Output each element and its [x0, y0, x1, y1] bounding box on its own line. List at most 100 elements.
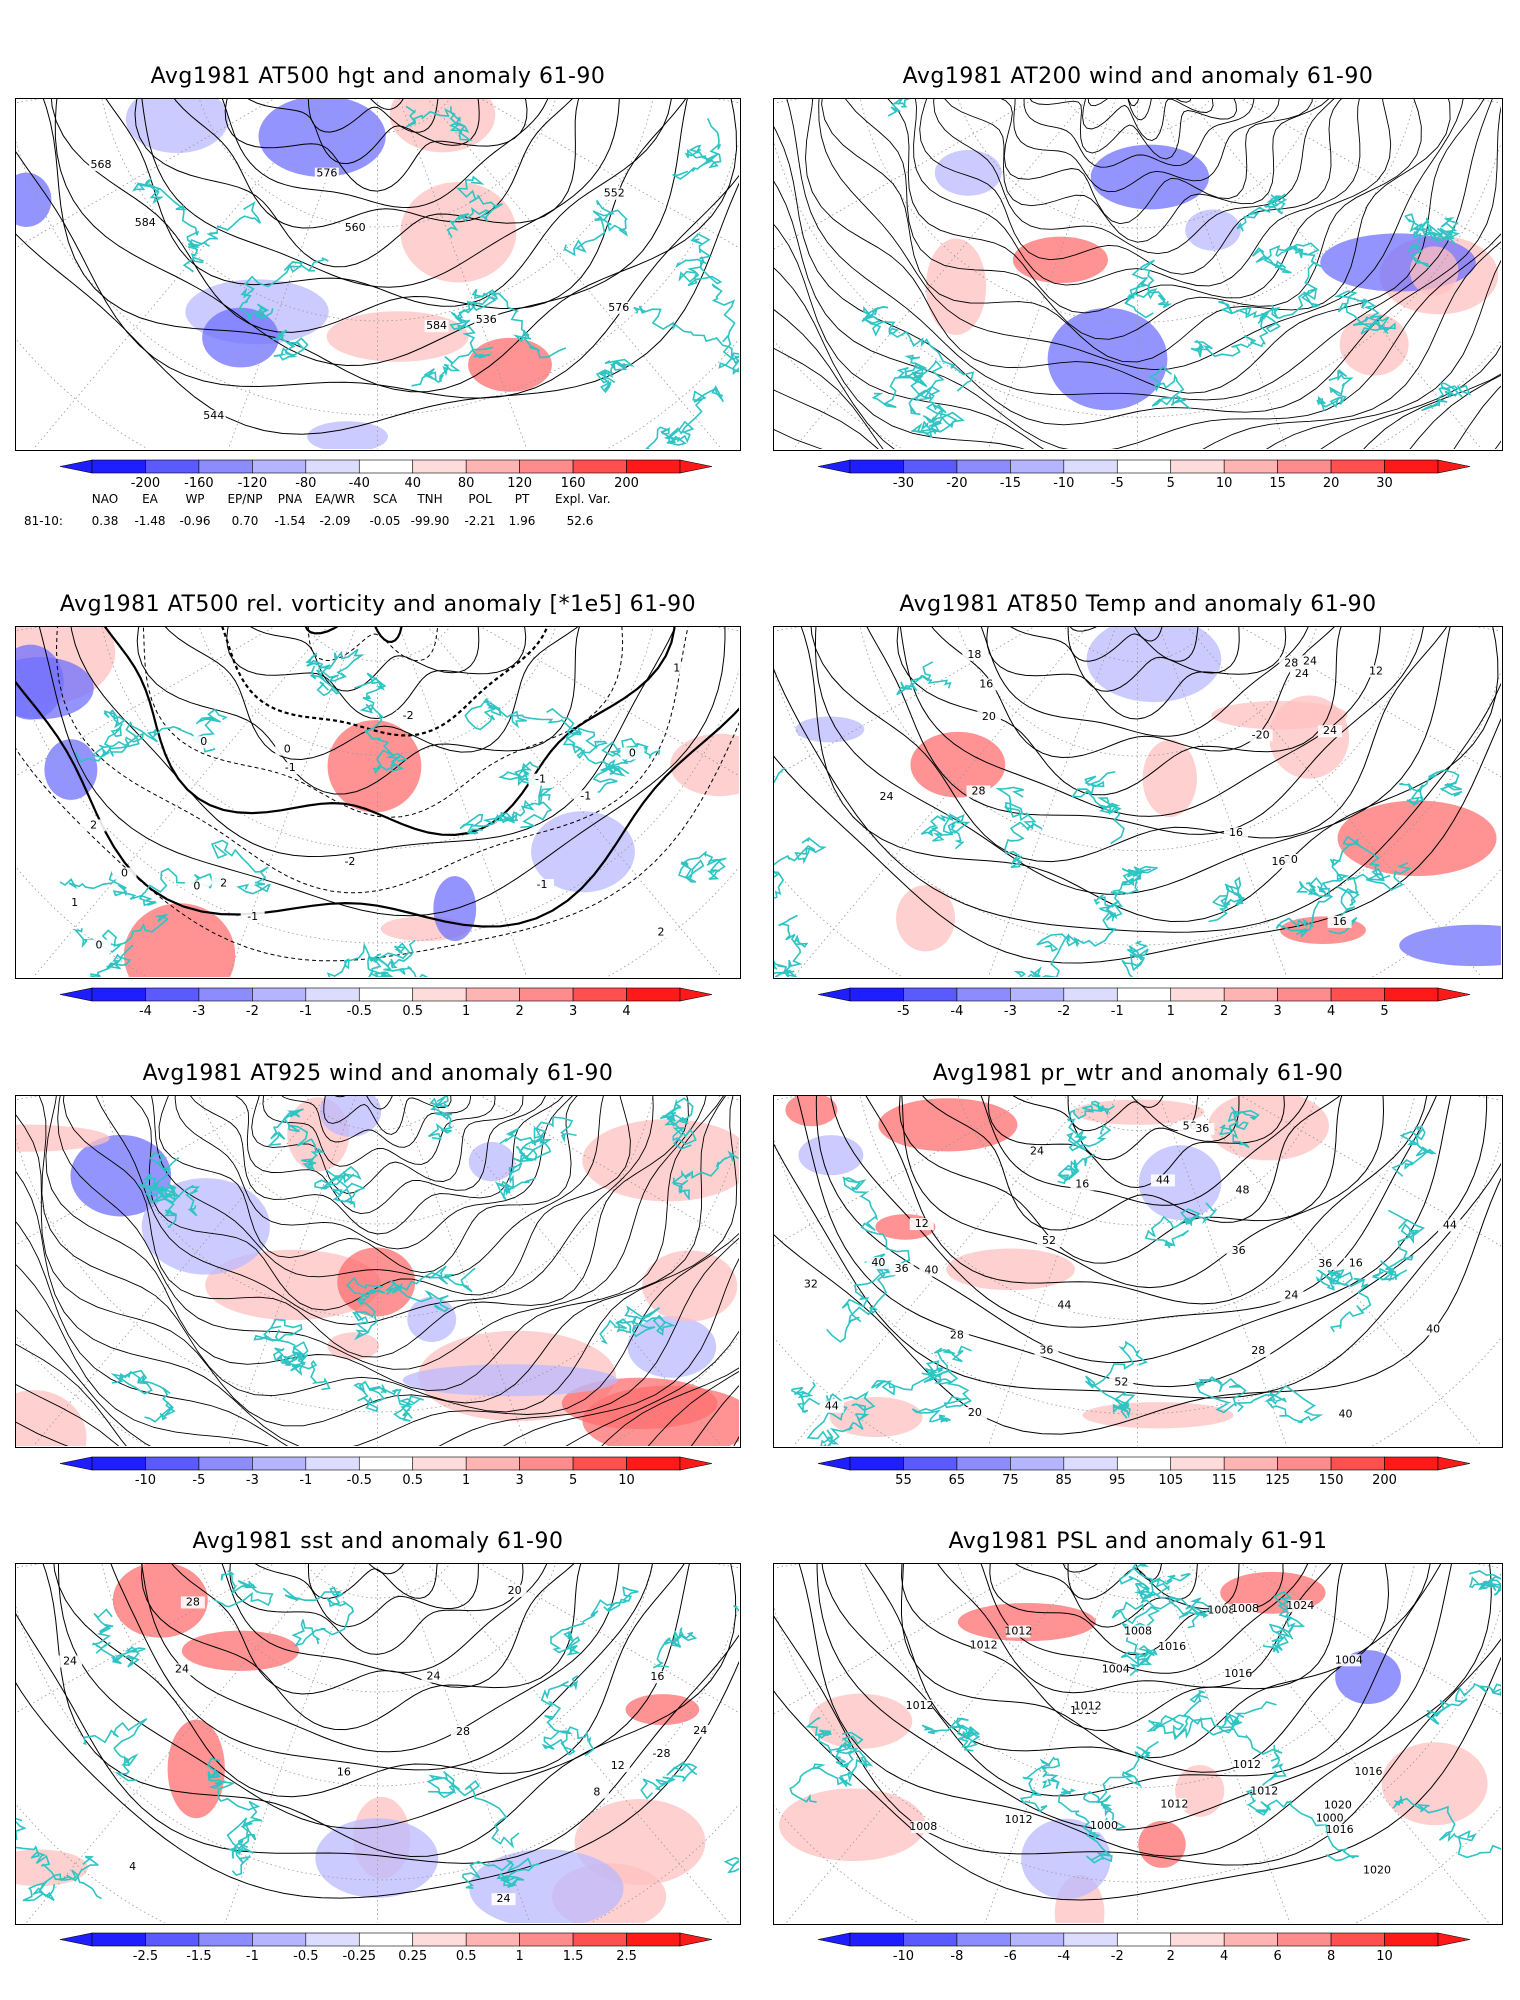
colorbar-tick-label: 200 [1372, 1473, 1397, 1488]
contour-label-bg [1313, 1257, 1338, 1270]
coastline [870, 1360, 954, 1396]
longitude-gridline [1137, 1564, 1501, 1788]
contour-label: -2 [344, 855, 355, 868]
colorbar-tick-label: 0.5 [402, 1004, 423, 1019]
contour-label: 1000 [1316, 1811, 1344, 1824]
longitude-gridline [774, 1564, 1138, 1788]
coastline [1056, 1153, 1095, 1185]
anomaly-negative-area [1090, 144, 1210, 210]
contour-label-bg [1232, 1603, 1257, 1616]
contour-line [899, 1096, 1385, 1289]
coastline [1316, 368, 1354, 412]
anomaly-positive-area [925, 238, 987, 335]
contour-label: 40 [1339, 1407, 1353, 1420]
contour-line [774, 627, 1501, 933]
colorbar-arrow-high [679, 459, 713, 474]
streamline [818, 99, 1466, 371]
index-value-row: 81-10: 0.38 -1.48 -0.96 0.70 -1.54 -2.09 -0.05… [0, 514, 760, 530]
anomaly-positive-area [910, 731, 1006, 798]
streamline [306, 1096, 450, 1110]
contour-label-bg [909, 1218, 934, 1231]
colorbar-swatch [626, 987, 681, 1002]
colorbar-arrow-low [59, 987, 93, 1002]
contour-label-bg [819, 1400, 844, 1413]
map-frame [15, 1095, 741, 1448]
contour-label: 16 [1272, 855, 1286, 868]
coastline [1251, 242, 1320, 274]
panel-title: Avg1981 AT500 hgt and anomaly 61-90 [150, 64, 606, 89]
longitude-gridline [774, 99, 1138, 323]
colorbar-tick-label: -4 [139, 1004, 152, 1019]
coastline [82, 1718, 148, 1782]
coastline [272, 1347, 331, 1391]
coastline [896, 661, 952, 696]
colorbar: -10 -8 -6 -4 -2 2 4 6 8 10 [817, 1931, 1471, 1971]
contour-line [967, 1564, 1314, 1674]
anomaly-negative-area [1021, 1818, 1111, 1900]
contour-label: 1012 [906, 1699, 934, 1712]
longitude-gridline [1137, 1096, 1501, 1320]
anomaly-positive-area [327, 720, 422, 813]
contour-label-bg [201, 410, 226, 423]
colorbar-swatch [412, 459, 467, 474]
coastline [346, 1276, 386, 1341]
anomaly-positive-area [561, 1377, 718, 1430]
contour-label-bg [605, 1760, 630, 1773]
coastline [1083, 1740, 1159, 1831]
contour-label: -2 [403, 709, 414, 722]
contour-label: 36 [1195, 1122, 1209, 1135]
colorbar-tick-label: 1.5 [563, 1949, 584, 1964]
contour-label-bg [191, 736, 216, 749]
index-value-cell: 1.96 [508, 514, 536, 528]
contour-label: 536 [476, 313, 497, 326]
contour-line [40, 1564, 737, 1858]
contour-line [1000, 1564, 1261, 1628]
contour-label-bg [491, 1893, 516, 1906]
contour-label: 2 [90, 818, 97, 831]
contour-line [16, 629, 739, 928]
contour-line [236, 627, 501, 692]
colorbar-swatch [1330, 1932, 1385, 1947]
contour-label-bg [573, 790, 598, 803]
streamline [200, 1096, 547, 1215]
panel-6: Avg1981 pr_wtr and anomaly 61-90 28 56 48 3… [773, 1057, 1503, 1488]
colorbar-swatch [465, 1932, 520, 1947]
coastline [1111, 1601, 1161, 1677]
contour-label: 1000 [1090, 1819, 1118, 1832]
contour-label-bg [1226, 1668, 1251, 1681]
coastline [385, 1265, 476, 1313]
coastline [1295, 835, 1391, 897]
contour-label-bg [649, 926, 674, 939]
contour-label-bg [1052, 1299, 1077, 1312]
coastline [1421, 382, 1472, 412]
contour-label: 0 [629, 746, 636, 759]
colorbar-swatch [1063, 459, 1118, 474]
colorbar-swatch [1116, 987, 1172, 1002]
coastline [446, 175, 503, 238]
anomaly-negative-area [469, 1849, 624, 1923]
colorbar-tick-label: 1 [462, 1473, 470, 1488]
contour-line [908, 1096, 1364, 1231]
contour-label: 44 [1443, 1219, 1457, 1232]
contour-label: 28 [456, 1725, 470, 1738]
contour-label-bg [1248, 729, 1273, 742]
coastline [373, 942, 435, 977]
colorbar-swatch [572, 1932, 627, 1947]
colorbar-tick-label: 0.25 [398, 1949, 427, 1964]
colorbar: 55 65 75 85 95 105 115 125 150 200 [817, 1455, 1471, 1495]
contour-line [796, 1564, 1492, 1857]
coastline [495, 1127, 537, 1201]
coastline [563, 200, 628, 257]
map-frame [773, 98, 1503, 451]
contour-label-bg [1288, 1600, 1313, 1613]
contour-label-bg [451, 1726, 476, 1739]
colorbar-swatch [358, 459, 414, 474]
colorbar-tick-label: 120 [507, 476, 532, 491]
colorbar-swatch [849, 459, 904, 474]
contour-label: 32 [804, 1277, 818, 1290]
index-value-cell: 0.38 [91, 514, 119, 528]
index-header-cell: WP [185, 492, 205, 506]
coastline [815, 1390, 876, 1446]
panel-title: Avg1981 AT925 wind and anomaly 61-90 [142, 1061, 614, 1086]
colorbar-swatch [519, 1456, 574, 1471]
